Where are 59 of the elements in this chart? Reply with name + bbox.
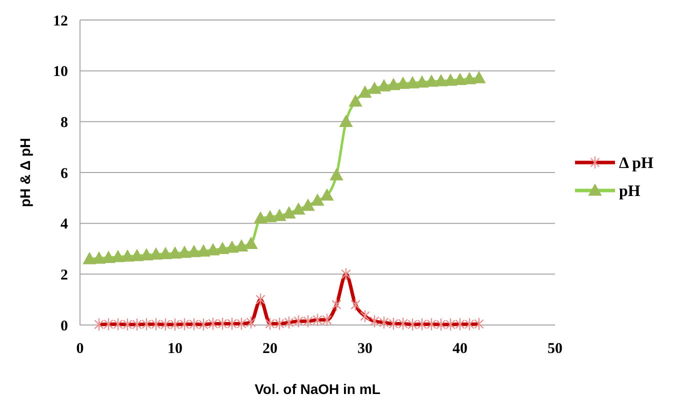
point <box>226 240 238 253</box>
point <box>444 74 457 86</box>
y-tick-label: 12 <box>53 13 68 30</box>
point <box>406 76 419 88</box>
point <box>311 194 324 206</box>
y-tick-label: 4 <box>60 216 68 233</box>
point <box>387 78 400 90</box>
point <box>121 250 134 262</box>
point <box>463 72 476 84</box>
point <box>358 86 372 98</box>
point <box>368 82 381 94</box>
y-tick-label: 6 <box>60 166 68 182</box>
x-tick-label: 20 <box>262 341 278 357</box>
point <box>216 242 229 254</box>
point <box>244 237 258 249</box>
y-tick-label: 8 <box>60 114 68 131</box>
point <box>168 246 182 259</box>
point <box>159 247 172 260</box>
y-tick-label: 10 <box>53 64 68 80</box>
point <box>264 210 276 222</box>
point <box>83 252 96 264</box>
legend-label: Δ pH <box>619 155 654 172</box>
point <box>340 115 352 127</box>
point <box>206 244 220 256</box>
point <box>178 246 191 258</box>
x-tick-label: 0 <box>76 341 84 357</box>
legend-label: pH <box>619 183 641 200</box>
point <box>102 251 115 263</box>
point <box>396 77 410 89</box>
point <box>320 188 334 201</box>
point <box>416 76 428 88</box>
x-tick-label: 30 <box>358 341 372 357</box>
point <box>197 244 210 257</box>
x-axis-title: Vol. of NaOH in mL <box>254 381 381 397</box>
point <box>273 209 286 222</box>
point <box>425 75 438 87</box>
y-tick-label: 0 <box>60 318 68 334</box>
point <box>302 199 314 211</box>
point <box>235 240 248 252</box>
x-tick-label: 10 <box>168 341 182 357</box>
point <box>472 71 486 84</box>
y-axis-title: pH & Δ pH <box>17 138 33 208</box>
y-tick-label: 2 <box>60 267 68 284</box>
point <box>188 245 200 258</box>
point <box>130 249 144 262</box>
point <box>349 94 362 107</box>
point <box>292 202 305 215</box>
point <box>112 250 124 262</box>
point <box>254 212 267 224</box>
point <box>378 80 390 92</box>
x-tick-label: 40 <box>452 341 468 357</box>
point <box>92 252 106 264</box>
point <box>454 73 466 86</box>
point <box>150 248 162 260</box>
point <box>330 168 343 180</box>
point <box>434 74 448 86</box>
point <box>282 206 296 218</box>
x-tick-label: 50 <box>548 341 562 357</box>
point <box>140 248 153 260</box>
